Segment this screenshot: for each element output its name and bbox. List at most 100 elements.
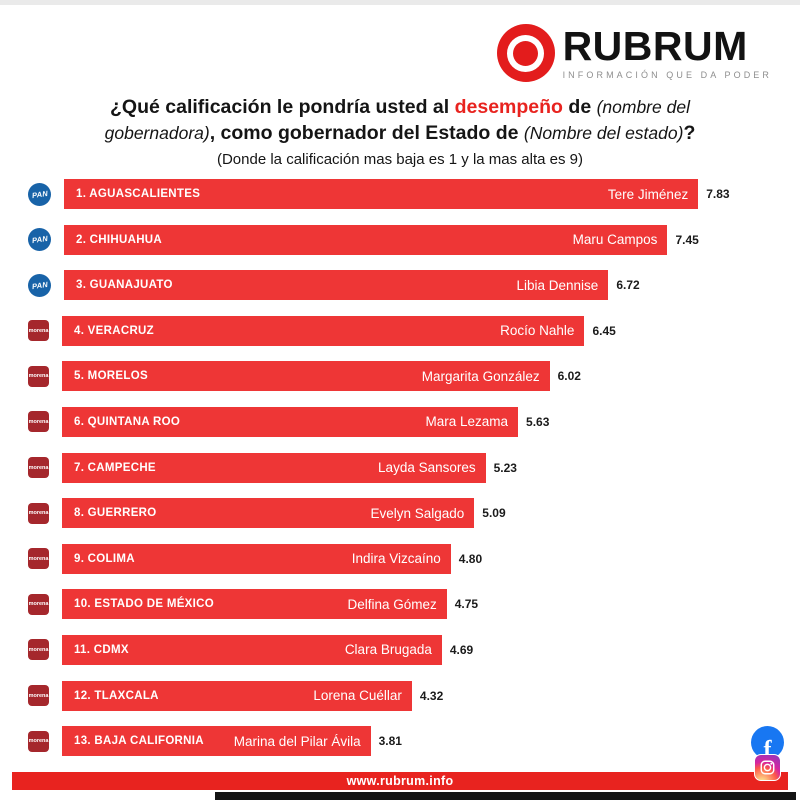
title-placeholder: gobernadora): [104, 123, 210, 143]
score-bar: 10. ESTADO DE MÉXICO Delfina Gómez: [62, 589, 447, 620]
state-label: 9. COLIMA: [74, 552, 135, 565]
governor-name: Margarita González: [421, 368, 540, 384]
title-segment: , como gobernador del Estado de: [209, 122, 524, 144]
score-bar: 1. AGUASCALIENTES Tere Jiménez: [64, 179, 699, 209]
chart-row: morena 7. CAMPECHE Layda Sansores 5.23: [0, 452, 800, 483]
state-label: 12. TLAXCALA: [74, 689, 159, 702]
governor-name: Mara Lezama: [425, 414, 509, 430]
chart-row: morena 10. ESTADO DE MÉXICO Delfina Góme…: [0, 589, 800, 620]
governor-name: Lorena Cuéllar: [313, 688, 402, 704]
score-bar: 7. CAMPECHE Layda Sansores: [62, 452, 486, 483]
score-value: 3.81: [378, 734, 402, 749]
state-label: 10. ESTADO DE MÉXICO: [74, 598, 214, 611]
page-title: ¿Qué calificación le pondría usted al de…: [0, 94, 800, 168]
chart-row: morena 9. COLIMA Indira Vizcaíno 4.80: [0, 543, 800, 574]
chart-row: morena 4. VERACRUZ Rocío Nahle 6.45: [0, 315, 800, 346]
score-bar: 2. CHIHUAHUA Maru Campos: [64, 224, 668, 255]
morena-party-icon: morena: [28, 320, 49, 342]
score-bar: 8. GUERRERO Evelyn Salgado: [62, 498, 475, 529]
target-icon: [496, 24, 555, 82]
score-value: 4.80: [458, 551, 483, 566]
title-segment: ?: [683, 122, 696, 144]
score-value: 5.63: [526, 414, 550, 429]
state-label: 1. AGUASCALIENTES: [76, 188, 201, 200]
chart-row: PAN 2. CHIHUAHUA Maru Campos 7.45: [0, 224, 800, 255]
state-label: 11. CDMX: [74, 643, 129, 656]
title-placeholder: (nombre del: [596, 97, 690, 117]
camera-icon: [760, 760, 775, 775]
title-highlight: desempeño: [454, 96, 563, 118]
state-label: 6. QUINTANA ROO: [74, 415, 181, 428]
chart-row: morena 13. BAJA CALIFORNIA Marina del Pi…: [0, 726, 800, 757]
chart-row: PAN 1. AGUASCALIENTES Tere Jiménez 7.83: [0, 179, 800, 209]
score-bar: 5. MORELOS Margarita González: [62, 361, 550, 392]
morena-party-icon: morena: [28, 502, 49, 524]
chart-row: PAN 3. GUANAJUATO Libia Dennise 6.72: [0, 270, 800, 301]
state-label: 2. CHIHUAHUA: [76, 233, 163, 246]
score-value: 4.75: [454, 597, 479, 612]
governor-name: Delfina Gómez: [347, 596, 437, 612]
title-note: (Donde la calificación mas baja es 1 y l…: [216, 151, 583, 168]
state-label: 3. GUANAJUATO: [76, 279, 173, 292]
state-label: 13. BAJA CALIFORNIA: [74, 735, 204, 748]
score-bar: 12. TLAXCALA Lorena Cuéllar: [62, 680, 412, 711]
governor-name: Clara Brugada: [344, 642, 432, 658]
footer-url-link[interactable]: www.rubrum.info: [346, 774, 454, 788]
pan-party-icon: PAN: [28, 228, 51, 252]
morena-party-icon: morena: [28, 639, 49, 661]
governor-name: Tere Jiménez: [607, 186, 689, 202]
title-placeholder: (Nombre del estado): [523, 123, 684, 143]
governor-name: Libia Dennise: [516, 277, 599, 293]
chart-row: morena 11. CDMX Clara Brugada 4.69: [0, 634, 800, 665]
score-value: 5.09: [482, 506, 506, 521]
state-label: 8. GUERRERO: [74, 507, 157, 520]
state-label: 4. VERACRUZ: [74, 324, 154, 337]
governor-name: Evelyn Salgado: [370, 505, 465, 521]
chart-row: morena 12. TLAXCALA Lorena Cuéllar 4.32: [0, 680, 800, 711]
bar-chart: PAN 1. AGUASCALIENTES Tere Jiménez 7.83 …: [0, 179, 800, 772]
title-line-1: ¿Qué calificación le pondría usted al de…: [0, 94, 800, 120]
top-border-strip: [0, 0, 800, 5]
morena-party-icon: morena: [28, 548, 49, 570]
brand-tagline: INFORMACIÓN QUE DA PODER: [562, 70, 772, 80]
facebook-icon[interactable]: f: [751, 726, 784, 759]
score-bar: 4. VERACRUZ Rocío Nahle: [62, 315, 585, 346]
footer-bar: www.rubrum.info: [12, 772, 788, 790]
bottom-black-bar: [215, 792, 796, 800]
score-value: 4.69: [449, 642, 474, 657]
chart-row: morena 8. GUERRERO Evelyn Salgado 5.09: [0, 498, 800, 529]
morena-party-icon: morena: [28, 365, 49, 387]
state-label: 5. MORELOS: [74, 370, 148, 383]
title-line-2: gobernadora), como gobernador del Estado…: [0, 120, 800, 146]
morena-party-icon: morena: [28, 411, 49, 433]
score-bar: 11. CDMX Clara Brugada: [62, 634, 442, 665]
morena-party-icon: morena: [28, 685, 49, 707]
morena-party-icon: morena: [28, 457, 49, 479]
score-bar: 13. BAJA CALIFORNIA Marina del Pilar Ávi…: [62, 726, 371, 757]
score-value: 4.32: [419, 688, 444, 703]
score-value: 5.23: [493, 460, 517, 475]
score-bar: 6. QUINTANA ROO Mara Lezama: [62, 406, 519, 437]
governor-name: Indira Vizcaíno: [351, 551, 441, 567]
score-bar: 9. COLIMA Indira Vizcaíno: [62, 543, 451, 574]
governor-name: Maru Campos: [572, 232, 658, 248]
instagram-icon[interactable]: [754, 754, 781, 781]
social-icons: f: [746, 726, 786, 790]
pan-party-icon: PAN: [28, 273, 51, 297]
score-bar: 3. GUANAJUATO Libia Dennise: [64, 270, 609, 301]
chart-row: morena 5. MORELOS Margarita González 6.0…: [0, 361, 800, 392]
governor-name: Layda Sansores: [378, 460, 476, 476]
brand-name: RUBRUM: [562, 23, 748, 69]
score-value: 7.45: [675, 232, 699, 247]
score-value: 7.83: [706, 187, 730, 201]
morena-party-icon: morena: [28, 730, 49, 752]
score-value: 6.72: [616, 278, 640, 293]
score-value: 6.45: [592, 323, 616, 338]
rubrum-logo: RUBRUM INFORMACIÓN QUE DA PODER: [496, 23, 772, 82]
governor-name: Marina del Pilar Ávila: [233, 733, 361, 749]
governor-name: Rocío Nahle: [500, 323, 575, 339]
state-label: 7. CAMPECHE: [74, 461, 156, 474]
morena-party-icon: morena: [28, 593, 49, 615]
title-segment: de: [562, 96, 597, 118]
score-value: 6.02: [557, 369, 581, 384]
